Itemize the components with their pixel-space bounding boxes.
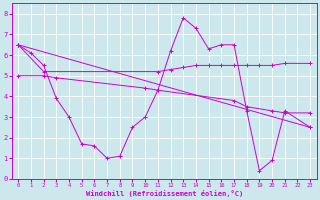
X-axis label: Windchill (Refroidissement éolien,°C): Windchill (Refroidissement éolien,°C): [85, 190, 243, 197]
